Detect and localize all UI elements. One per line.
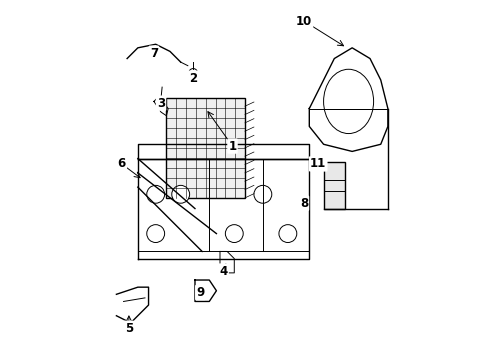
Text: 3: 3 xyxy=(157,97,165,110)
Text: 5: 5 xyxy=(125,322,133,335)
Circle shape xyxy=(147,225,165,243)
Bar xyxy=(167,98,245,198)
Text: 9: 9 xyxy=(196,286,204,299)
Bar xyxy=(323,162,345,208)
Text: 7: 7 xyxy=(150,47,158,60)
Text: 10: 10 xyxy=(296,14,312,27)
Circle shape xyxy=(279,225,297,243)
Text: 2: 2 xyxy=(189,72,197,85)
Text: 6: 6 xyxy=(118,157,126,170)
Ellipse shape xyxy=(323,69,373,134)
Text: 11: 11 xyxy=(310,157,326,170)
Text: 4: 4 xyxy=(220,265,228,278)
Circle shape xyxy=(147,185,165,203)
Text: 8: 8 xyxy=(300,197,308,210)
Circle shape xyxy=(254,185,272,203)
Circle shape xyxy=(172,185,190,203)
Circle shape xyxy=(189,68,197,77)
Circle shape xyxy=(225,225,243,243)
Text: 1: 1 xyxy=(228,140,237,153)
